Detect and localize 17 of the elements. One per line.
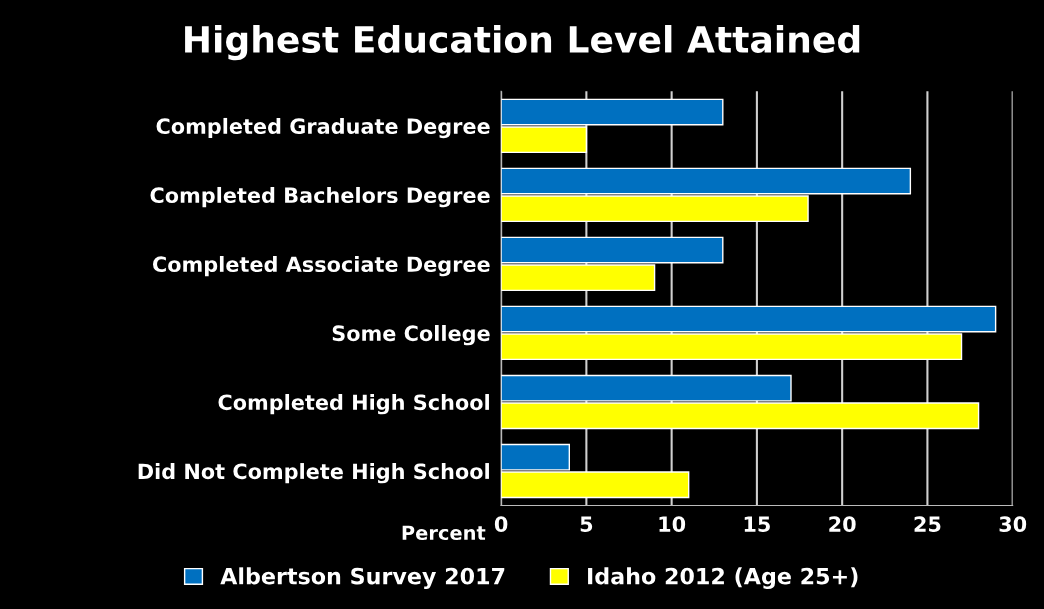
x-tick-label: 25 <box>914 516 941 533</box>
x-axis-title: Percent <box>402 525 486 541</box>
x-tick-label: 30 <box>999 516 1027 533</box>
x-tick-label: 15 <box>744 516 770 533</box>
x-tick-label: 20 <box>829 516 856 533</box>
legend-label: Albertson Survey 2017 <box>220 567 505 589</box>
legend-label: Idaho 2012 (Age 25+) <box>588 567 858 589</box>
y-tick-label: Completed Bachelors Degree <box>150 186 490 208</box>
chart-title: Highest Education Level Attained <box>185 25 860 61</box>
y-tick-label: Did Not Complete High School <box>138 463 489 484</box>
y-tick-label: Completed Graduate Degree <box>156 117 490 139</box>
y-tick-label: Completed Associate Degree <box>152 255 490 277</box>
x-tick-label: 0 <box>494 516 508 533</box>
y-tick-label: Some College <box>332 325 490 346</box>
x-tick-label: 5 <box>580 516 593 533</box>
x-tick-label: 10 <box>659 516 686 533</box>
y-tick-label: Completed High School <box>218 394 489 415</box>
